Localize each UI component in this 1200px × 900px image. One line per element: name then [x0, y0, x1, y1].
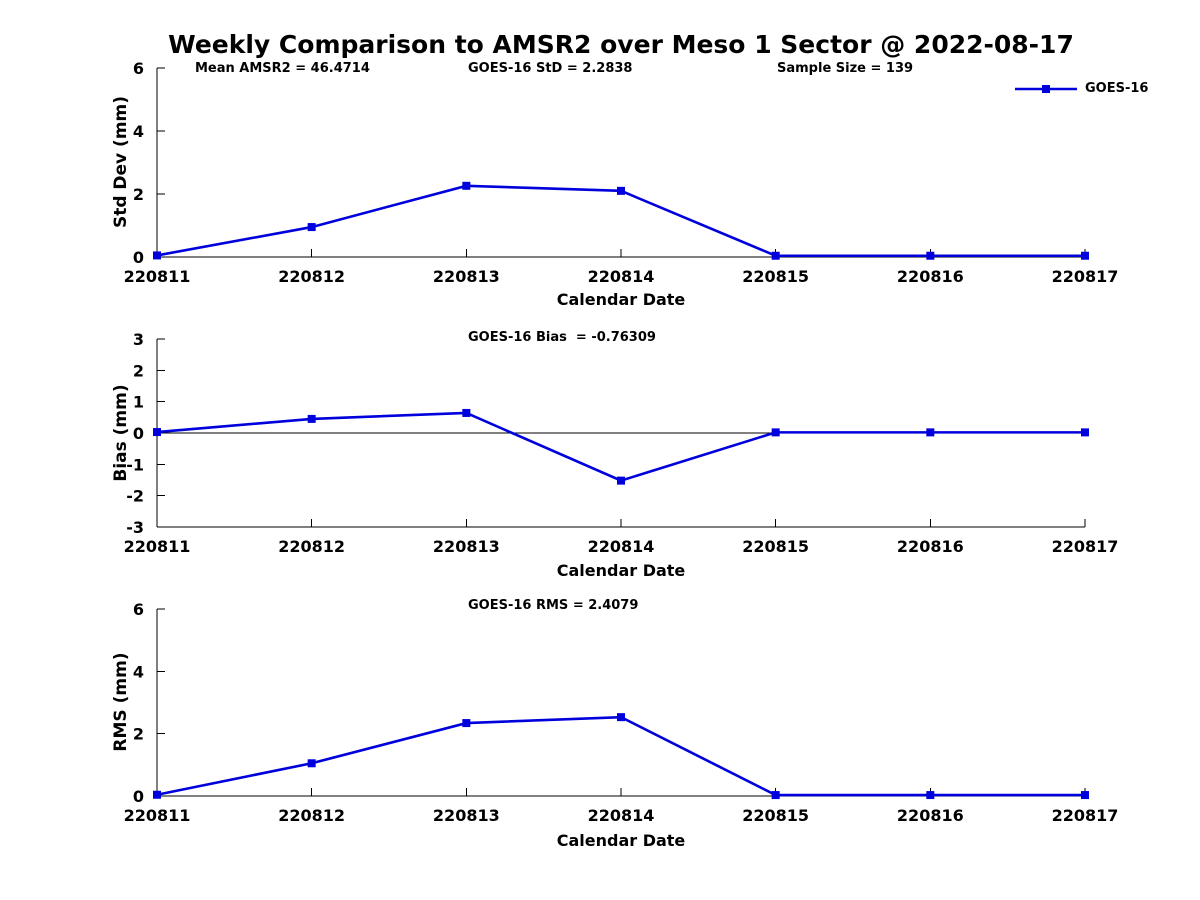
x-tick-label: 220815 [742, 267, 809, 286]
y-tick-label: 4 [133, 122, 144, 141]
xlabel-calendar-date-1: Calendar Date [556, 290, 686, 309]
legend-label: GOES-16 [1085, 81, 1149, 96]
data-point-marker [462, 181, 471, 190]
ylabel-std-dev: Std Dev (mm) [111, 95, 131, 229]
data-point-marker [307, 223, 316, 232]
data-point-marker [771, 791, 780, 800]
y-tick-label: 2 [133, 361, 144, 380]
xlabel-calendar-date-2: Calendar Date [556, 561, 686, 580]
x-tick-label: 220816 [897, 806, 964, 825]
data-point-marker [1081, 791, 1089, 800]
data-point-marker [926, 251, 935, 260]
x-tick-label: 220817 [1052, 267, 1119, 286]
y-tick-label: 4 [133, 662, 144, 681]
x-tick-label: 220816 [897, 267, 964, 286]
y-tick-label: 3 [133, 330, 144, 349]
data-point-marker [617, 476, 625, 485]
data-point-marker [153, 251, 161, 260]
x-tick-label: 220812 [278, 537, 345, 556]
x-tick-label: 220817 [1052, 537, 1119, 556]
y-tick-label: -3 [126, 518, 144, 537]
data-point-marker [617, 713, 625, 722]
legend-marker [1042, 85, 1050, 93]
data-point-marker [307, 414, 316, 423]
data-point-marker [617, 186, 625, 195]
y-tick-label: -2 [126, 487, 144, 506]
figure-title: Weekly Comparison to AMSR2 over Meso 1 S… [168, 30, 1074, 59]
subplot-1: 0 2 4 6 220811 220812 220813 220814 220815 220816… [124, 59, 1119, 286]
subplot-3: 0 2 4 6 220811 220812 220813 220814 220815 220816… [124, 600, 1119, 825]
y-tick-label: 6 [133, 59, 144, 78]
x-tick-label: 220815 [742, 537, 809, 556]
x-tick-label: 220812 [278, 806, 345, 825]
y-tick-label: 2 [133, 185, 144, 204]
y-tick-label: 2 [133, 725, 144, 744]
y-tick-label: -1 [126, 455, 144, 474]
annotation-goes16-bias: GOES-16 Bias = -0.76309 [468, 330, 656, 345]
data-point-marker [462, 408, 471, 417]
data-point-marker [1081, 251, 1089, 260]
annotation-mean-amsr2: Mean AMSR2 = 46.4714 [195, 61, 370, 76]
xlabel-calendar-date-3: Calendar Date [556, 831, 686, 850]
x-tick-label: 220816 [897, 537, 964, 556]
goes16-line [156, 411, 1085, 483]
goes16-line [156, 184, 1085, 258]
data-point-marker [1081, 428, 1089, 437]
data-point-marker [926, 428, 935, 437]
x-tick-label: 220811 [124, 267, 191, 286]
y-tick-label: 0 [133, 787, 144, 806]
x-tick-label: 220814 [588, 537, 655, 556]
y-tick-label: 6 [133, 600, 144, 619]
ylabel-rms: RMS (mm) [111, 652, 131, 752]
data-point-marker [771, 428, 780, 437]
x-tick-label: 220813 [433, 267, 500, 286]
ylabel-bias: Bias (mm) [111, 384, 131, 482]
annotation-goes16-std: GOES-16 StD = 2.2838 [468, 61, 633, 76]
x-tick-label: 220814 [588, 806, 655, 825]
data-point-marker [462, 719, 471, 728]
x-tick-label: 220814 [588, 267, 655, 286]
x-tick-label: 220811 [124, 806, 191, 825]
subplot-2: -3 -2 -1 0 1 2 3 220811 220812 220813 220814 220815… [124, 330, 1119, 556]
x-tick-label: 220817 [1052, 806, 1119, 825]
y-tick-label: 0 [133, 424, 144, 443]
x-tick-label: 220812 [278, 267, 345, 286]
x-tick-label: 220815 [742, 806, 809, 825]
annotation-goes16-rms: GOES-16 RMS = 2.4079 [468, 598, 639, 613]
goes16-line [156, 715, 1085, 797]
y-tick-label: 0 [133, 248, 144, 267]
x-tick-label: 220813 [433, 806, 500, 825]
y-tick-label: 1 [133, 393, 144, 412]
x-tick-label: 220813 [433, 537, 500, 556]
data-point-marker [926, 791, 935, 800]
x-tick-label: 220811 [124, 537, 191, 556]
annotation-sample-size: Sample Size = 139 [777, 61, 914, 76]
data-point-marker [153, 790, 161, 799]
data-point-marker [153, 428, 161, 437]
data-point-marker [771, 251, 780, 260]
data-point-marker [307, 759, 316, 768]
